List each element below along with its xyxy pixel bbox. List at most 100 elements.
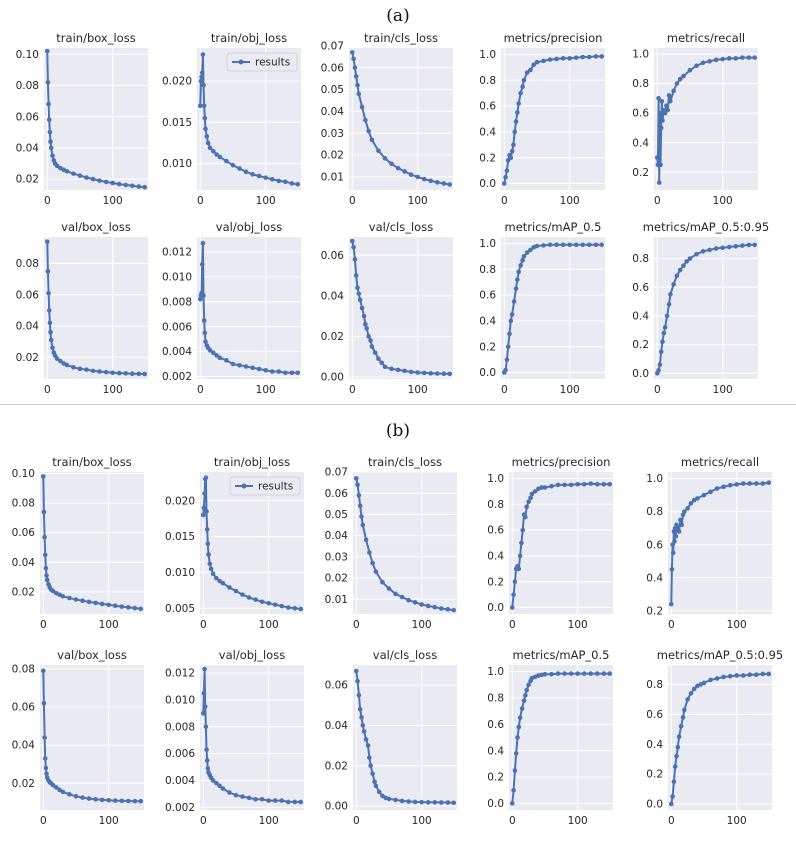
data-point [132, 798, 138, 804]
data-point [518, 263, 523, 268]
legend-label: results [255, 57, 290, 69]
subplot: 0 100 0.01 0.02 0.03 0.04 0.05 0.06 0.07 train/cl… [325, 455, 457, 631]
data-point [90, 176, 96, 182]
plot-area [654, 237, 758, 379]
x-tick-label: 100 [99, 619, 119, 631]
data-point [202, 115, 208, 121]
y-tick-label: 0.004 [162, 346, 192, 358]
panel-label-a: (a) [386, 6, 410, 26]
data-point [363, 117, 368, 123]
y-tick-label: 0.02 [325, 573, 348, 585]
series-line [503, 243, 602, 373]
subplot-title: val/obj_loss [219, 648, 285, 662]
data-point [86, 599, 92, 605]
data-point [73, 793, 79, 799]
y-tick-label: 0.4 [479, 316, 496, 328]
data-point [668, 98, 673, 104]
data-point [687, 256, 693, 261]
subplot: 0 100 0.0 0.2 0.4 0.6 0.8 1.0 metrics/mAP_0.5 [487, 648, 613, 827]
data-point [67, 595, 72, 601]
y-tick-label: 0.05 [321, 84, 344, 96]
y-tick-label: 0.02 [16, 352, 39, 364]
data-point [276, 178, 282, 184]
x-tick-label: 0 [44, 384, 51, 396]
data-point [657, 362, 663, 367]
data-point [674, 753, 679, 759]
data-point [42, 552, 48, 558]
data-point [595, 671, 600, 676]
data-point [41, 509, 47, 515]
data-point [541, 243, 546, 248]
data-point [54, 163, 60, 169]
subplot: 0 100 0.0 0.2 0.4 0.6 0.8 1.0 metrics/precision [487, 455, 613, 631]
y-tick-label: 0.2 [646, 605, 663, 617]
data-point [700, 249, 706, 254]
data-point [64, 168, 70, 174]
data-point [524, 70, 530, 75]
data-point [562, 482, 567, 488]
data-point [421, 176, 427, 182]
data-point [654, 155, 660, 160]
data-point [676, 734, 682, 740]
data-point [607, 671, 613, 676]
subplot-title: metrics/mAP_0.5 [505, 220, 602, 234]
plot-area [668, 665, 772, 810]
data-point [233, 792, 239, 798]
plot-area [200, 472, 304, 614]
data-point [54, 785, 59, 790]
data-point [110, 370, 115, 376]
data-point [580, 242, 586, 248]
data-point [42, 534, 47, 540]
data-point [126, 605, 131, 610]
data-point [112, 798, 118, 803]
data-point [292, 799, 298, 805]
data-point [200, 711, 206, 716]
y-tick-label: 0.0 [487, 602, 504, 614]
data-point [521, 698, 527, 703]
data-point [138, 606, 144, 612]
x-tick-label: 100 [412, 619, 432, 631]
data-point [408, 172, 414, 178]
data-point [389, 366, 394, 372]
data-point [233, 588, 239, 594]
series-line [351, 52, 450, 186]
y-tick-label: 0.2 [632, 339, 649, 351]
data-point [199, 262, 205, 267]
data-point [549, 671, 554, 677]
data-point [766, 480, 772, 486]
subplot: 0 100 0.002 0.004 0.006 0.008 0.010 0.012 val/ob… [162, 220, 301, 396]
data-point [357, 707, 363, 712]
data-point [198, 78, 204, 84]
data-point [240, 794, 245, 799]
data-point [684, 259, 690, 264]
data-point [507, 331, 512, 337]
data-point [372, 350, 378, 355]
subplot: 0 100 0.0 0.2 0.4 0.6 0.8 1.0 metrics/precision [479, 31, 605, 207]
data-point [677, 267, 683, 273]
data-point [607, 481, 613, 487]
plot-area [40, 472, 144, 614]
y-tick-label: 0.07 [325, 467, 348, 479]
data-point [708, 677, 713, 683]
x-tick-label: 0 [200, 619, 207, 631]
data-point [201, 82, 206, 88]
data-point [353, 74, 359, 79]
data-point [509, 605, 515, 610]
data-point [77, 173, 83, 178]
legend-marker [241, 483, 247, 489]
data-point [279, 603, 285, 609]
data-point [395, 367, 401, 373]
data-point [207, 145, 213, 151]
data-point [256, 173, 262, 179]
y-tick-label: 0.06 [12, 702, 36, 714]
x-tick-label: 0 [40, 815, 47, 827]
data-point [366, 128, 371, 134]
y-tick-label: 0.015 [162, 117, 192, 129]
data-point [360, 522, 366, 528]
data-point [402, 169, 407, 174]
data-point [740, 55, 745, 60]
data-point [447, 371, 453, 377]
data-point [526, 682, 531, 688]
y-tick-label: 0.4 [646, 572, 663, 584]
subplot-title: val/box_loss [57, 648, 127, 662]
